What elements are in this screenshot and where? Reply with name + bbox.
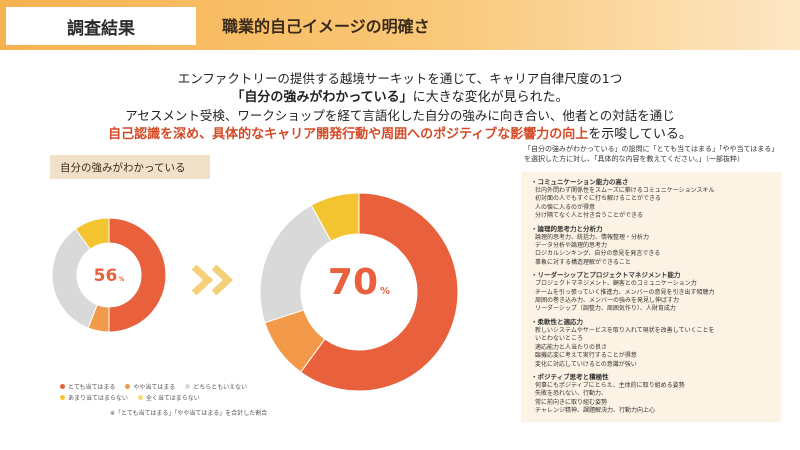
donut-slice-0 <box>300 192 459 392</box>
category-item: 何事にもポジティブにとらえ、主体的に取り組める姿勢 <box>535 381 685 389</box>
category-item: 新しいシステムやサービスを取り入れて現状を改善していくことを <box>535 326 715 334</box>
responses-panel: ・コミュニケーション能力の高さ 社内外問わず関係性をスムーズに築けるコミュニケーシ… <box>521 172 781 422</box>
donut-chart-before: 56% <box>51 217 167 333</box>
page-title: 職業的自己イメージの明確さ <box>222 17 430 36</box>
donut-slice-2 <box>51 228 98 329</box>
donut-slice-2 <box>259 204 332 324</box>
intro-line-4-highlight: 自己認識を深め、具体的なキャリア開発行動や周囲へのポジティブな影響力の向上 <box>108 126 589 142</box>
legend-item: とても当てはまる <box>60 382 115 391</box>
response-category: ・論理的思考力と分析力 論理的思考力、統括力、情報整理・分析力 データ分析や論理的思… <box>531 225 771 268</box>
category-title: ・柔軟性と適応力 <box>531 317 583 326</box>
category-item: 失敗を恐れない、行動力、 <box>535 390 608 398</box>
category-item: 初対面の人でもすぐに打ち解けることができる <box>535 195 661 203</box>
legend-item: 全く当てはまらない <box>137 393 200 402</box>
legend-note: ※「とても当てはまる」「やや当てはまる」を合計した割合 <box>110 410 268 417</box>
intro-line-2: 「自分の強みがわかっている」に大きな変化が見られた。 <box>0 89 800 108</box>
progress-arrows-icon <box>192 265 234 295</box>
category-item: 事象に対する構造理解ができること <box>535 258 631 266</box>
legend-items: とても当てはまる やや当てはまる どちらともいえないあまり当てはまらない 全く当てはま… <box>60 382 310 402</box>
category-item: 常に前向きに取り組む姿勢 <box>535 398 608 406</box>
category-title: ・論理的思考力と分析力 <box>531 224 603 233</box>
section-tag: 調査結果 <box>6 7 196 45</box>
question-text: 「自分の強みがわかっている」の設問に「とても当てはまる」「やや当てはまる」を選択… <box>524 145 779 163</box>
legend-dot-icon <box>137 395 143 400</box>
legend-item: どちらともいえない <box>185 382 247 391</box>
legend-dot-icon <box>60 384 65 389</box>
category-item: データ分析や論理的思考力 <box>535 242 608 250</box>
legend-dot-icon <box>185 384 191 389</box>
category-item: チャレンジ精神、課題解決力、行動力向上心 <box>535 407 655 415</box>
legend-label: あまり当てはまらない <box>68 395 128 402</box>
legend-dot-icon <box>60 395 65 400</box>
intro-line-2-bold: 「自分の強みがわかっている」 <box>231 89 413 105</box>
donut-slice-3 <box>74 217 110 250</box>
header-bar: 調査結果 職業的自己イメージの明確さ <box>0 0 800 50</box>
legend-label: とても当てはまる <box>68 384 116 391</box>
response-category: ・柔軟性と適応力 新しいシステムやサービスを取り入れて現状を改善していくことを いと… <box>531 318 771 369</box>
donut-chart-after: 70% <box>259 192 459 392</box>
response-category: ・リーダーシップとプロジェクトマネジメント能力 プロジェクトマネジメント、顧客との… <box>531 271 771 314</box>
legend-label: どちらともいえない <box>193 384 248 391</box>
category-item: いとわないところ <box>535 335 584 343</box>
donut-slice-0 <box>108 217 167 333</box>
intro-line-4: 自己認識を深め、具体的なキャリア開発行動や周囲へのポジティブな影響力の向上を示唆… <box>0 126 800 145</box>
intro-line-4-rest: を示唆している。 <box>588 126 692 142</box>
donut-slice-3 <box>310 192 360 242</box>
legend-dot-icon <box>125 384 131 389</box>
donut-after-value: 70% <box>328 262 390 303</box>
legend-item: やや当てはまる <box>125 382 175 391</box>
category-item: 適応能力と人当たりの良さ <box>535 343 608 351</box>
intro-text: エンファクトリーの提供する越境サーキットを通じて、キャリア自律尺度の1つ 「自分… <box>0 70 800 144</box>
category-item: チームを引っ張っていく推進力、メンバーの意見を引き出す傾聴力 <box>535 288 715 296</box>
category-item: 変化に対応していけるとの意識が強い <box>535 360 637 368</box>
category-item: 臨機応変に考えて実行することが得意 <box>535 352 637 360</box>
category-item: 人の懐に入るのが得意 <box>535 203 596 211</box>
category-item: 論理的思考力、統括力、情報整理・分析力 <box>535 233 650 241</box>
category-title: ・ポジティブ思考と積極性 <box>531 372 609 381</box>
category-title: ・リーダーシップとプロジェクトマネジメント能力 <box>531 271 681 280</box>
response-category: ・ポジティブ思考と積極性 何事にもポジティブにとらえ、主体的に取り組める姿勢 失敗を… <box>531 373 771 416</box>
intro-line-1: エンファクトリーの提供する越境サーキットを通じて、キャリア自律尺度の1つ <box>177 71 623 86</box>
chart-label: 自分の強みがわかっている <box>50 155 210 179</box>
intro-line-2-rest: に大きな変化が見られた。 <box>412 89 569 105</box>
category-item: 周囲の巻き込み力、メンバーの強みを発見し伸ばす力 <box>535 297 680 305</box>
category-title: ・コミュニケーション能力の高さ <box>531 178 629 186</box>
donut-before-value: 56% <box>94 266 125 286</box>
legend-label: 全く当てはまらない <box>145 395 200 402</box>
category-item: プロジェクトマネジメント、顧客とのコミュニケーション力 <box>535 280 697 288</box>
category-item: ロジカルシンキング、自分の意見を発言できる <box>535 250 661 258</box>
category-item: リーダーシップ（調整力、周囲気作り）、人財育成力 <box>535 305 676 313</box>
category-item: 分け隔てなく人と付き合うことができる <box>535 212 643 220</box>
legend-item: あまり当てはまらない <box>60 393 128 402</box>
intro-line-3: アセスメント受検、ワークショップを経て言語化した自分の強みに向き合い、他者との対… <box>125 108 675 123</box>
chart-legend: とても当てはまる やや当てはまる どちらともいえないあまり当てはまらない 全く当てはま… <box>60 382 310 417</box>
category-item: 社内外問わず関係性をスムーズに築けるコミュニケーションスキル <box>535 187 715 194</box>
response-category: ・コミュニケーション能力の高さ 社内外問わず関係性をスムーズに築けるコミュニケーシ… <box>531 178 771 221</box>
legend-label: やや当てはまる <box>133 384 176 391</box>
